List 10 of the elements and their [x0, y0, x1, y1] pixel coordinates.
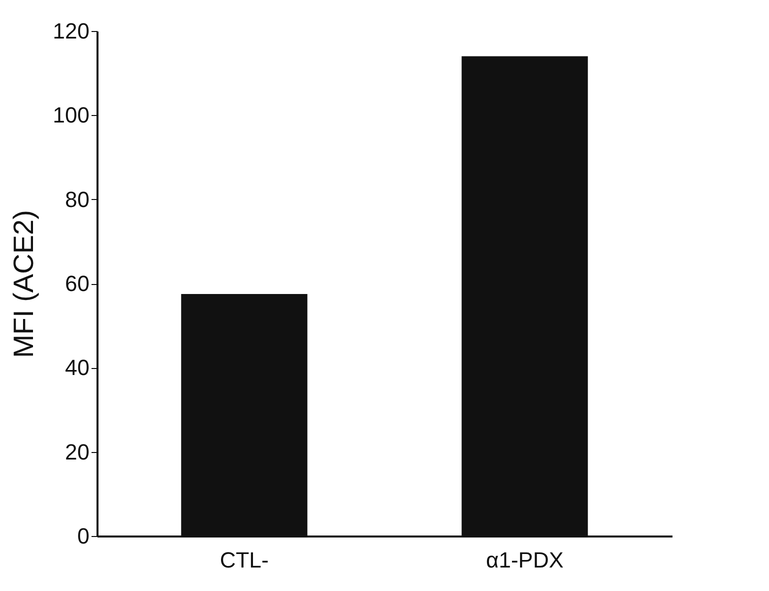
y-tick-label: 60: [65, 271, 90, 296]
x-tick-label: CTL-: [220, 548, 269, 572]
y-tick-label: 100: [52, 102, 90, 128]
y-tick-label: 120: [52, 18, 90, 44]
y-tick-label: 80: [65, 186, 90, 212]
y-tick-label: 0: [77, 524, 90, 548]
y-tick-label: 20: [65, 439, 90, 464]
x-tick-label: α1-PDX: [486, 548, 564, 572]
y-tick-label: 40: [65, 355, 90, 380]
y-axis-title: MFI (ACE2): [8, 210, 39, 358]
